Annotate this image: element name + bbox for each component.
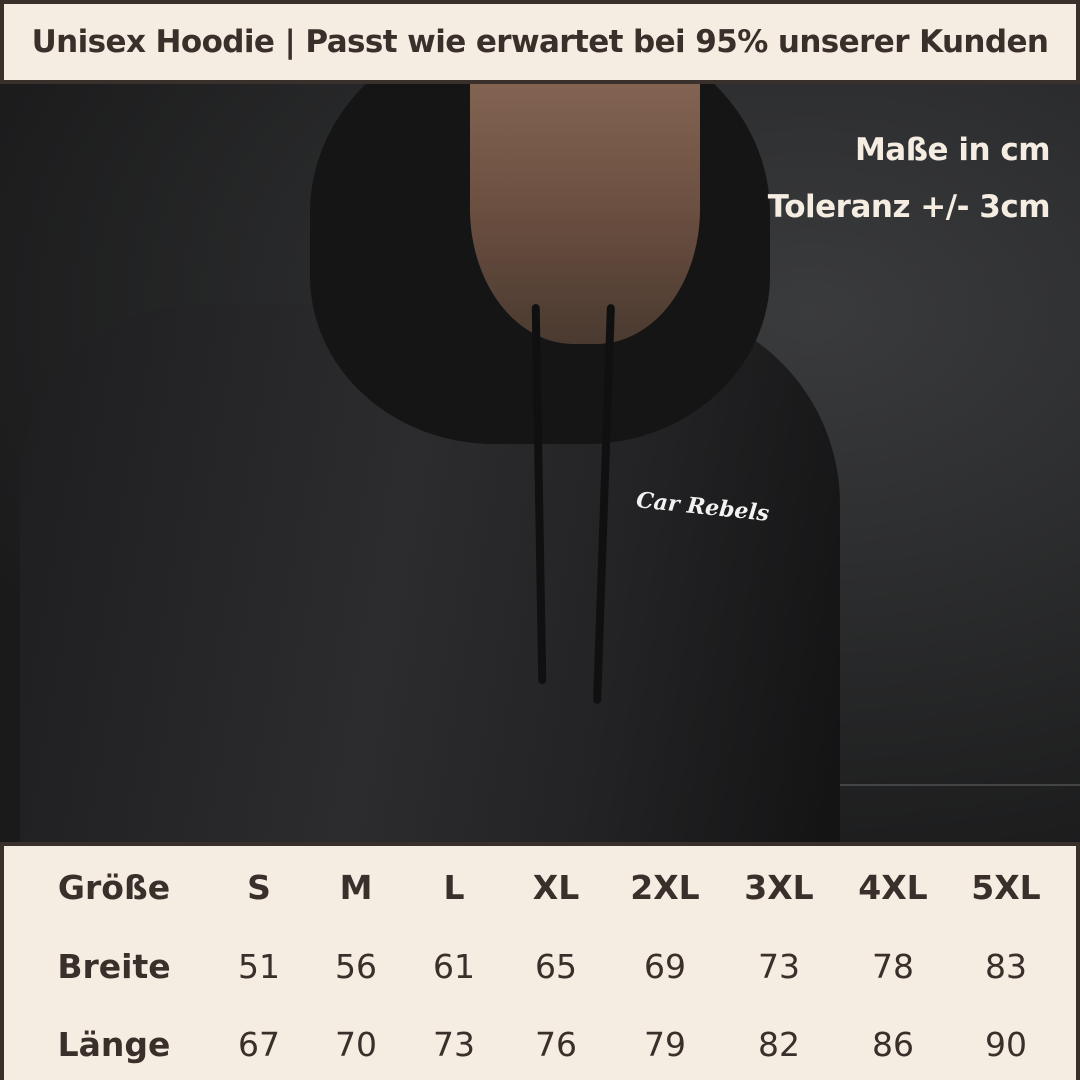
row-label: Breite bbox=[57, 947, 171, 986]
size-header-row: Größe S M L XL 2XL 3XL 4XL 5XL bbox=[4, 858, 1076, 918]
table-cell: 83 bbox=[985, 947, 1027, 986]
tolerance-note: Toleranz +/- 3cm bbox=[767, 189, 1051, 225]
title: Unisex Hoodie | Passt wie erwartet bei 9… bbox=[31, 24, 1049, 60]
table-cell: 86 bbox=[872, 1025, 914, 1064]
table-cell: 67 bbox=[238, 1025, 280, 1064]
model-face bbox=[470, 84, 700, 344]
table-cell: 82 bbox=[758, 1025, 800, 1064]
unit-note: Maße in cm bbox=[854, 132, 1051, 168]
table-cell: 65 bbox=[535, 947, 577, 986]
size-header: 2XL bbox=[630, 868, 700, 907]
table-cell: 70 bbox=[335, 1025, 377, 1064]
table-cell: 73 bbox=[433, 1025, 475, 1064]
table-cell: 76 bbox=[535, 1025, 577, 1064]
product-photo: Car Rebels bbox=[0, 84, 1080, 842]
size-header: 3XL bbox=[744, 868, 814, 907]
table-cell: 90 bbox=[985, 1025, 1027, 1064]
table-cell: 56 bbox=[335, 947, 377, 986]
row-label: Länge bbox=[57, 1025, 171, 1064]
table-cell: 69 bbox=[644, 947, 686, 986]
size-header: L bbox=[443, 868, 465, 907]
table-cell: 61 bbox=[433, 947, 475, 986]
wall-edge bbox=[830, 784, 1080, 786]
size-table: Größe S M L XL 2XL 3XL 4XL 5XL Breite 51… bbox=[0, 842, 1080, 1080]
table-row-laenge: Länge 67 70 73 76 79 82 86 90 bbox=[4, 1015, 1076, 1075]
size-header: M bbox=[339, 868, 373, 907]
table-cell: 79 bbox=[644, 1025, 686, 1064]
size-label: Größe bbox=[57, 868, 171, 907]
size-header: XL bbox=[532, 868, 580, 907]
title-banner: Unisex Hoodie | Passt wie erwartet bei 9… bbox=[0, 0, 1080, 84]
size-header: S bbox=[247, 868, 271, 907]
size-header: 5XL bbox=[971, 868, 1041, 907]
measurement-note: Maße in cm Toleranz +/- 3cm bbox=[767, 122, 1051, 236]
size-header: 4XL bbox=[858, 868, 928, 907]
table-row-breite: Breite 51 56 61 65 69 73 78 83 bbox=[4, 937, 1076, 997]
table-cell: 78 bbox=[872, 947, 914, 986]
table-cell: 51 bbox=[238, 947, 280, 986]
table-cell: 73 bbox=[758, 947, 800, 986]
